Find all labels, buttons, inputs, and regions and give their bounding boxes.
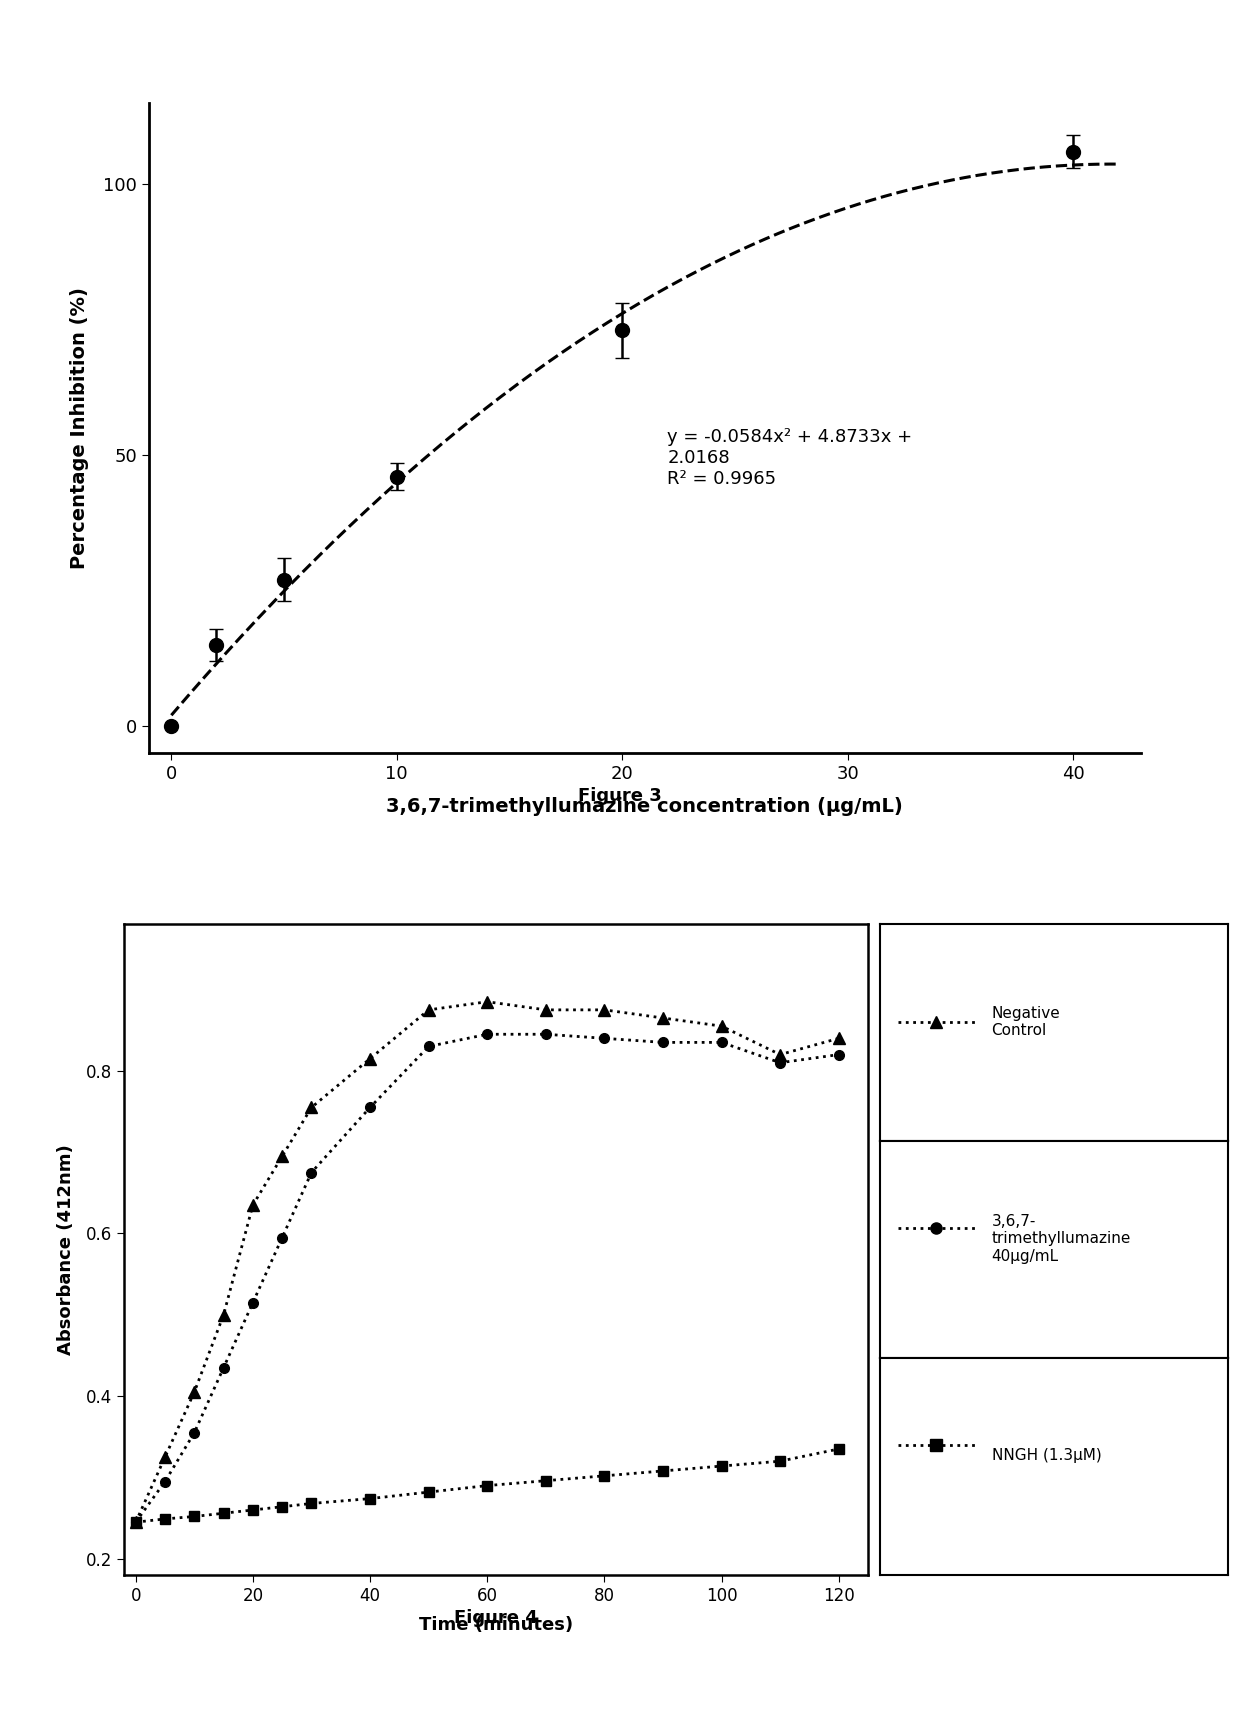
X-axis label: 3,6,7-trimethyllumazine concentration (μg/mL): 3,6,7-trimethyllumazine concentration (μ… bbox=[387, 798, 903, 817]
Text: 3,6,7-
trimethyllumazine
40μg/mL: 3,6,7- trimethyllumazine 40μg/mL bbox=[992, 1214, 1131, 1263]
Y-axis label: Percentage Inhibition (%): Percentage Inhibition (%) bbox=[71, 288, 89, 568]
Text: NNGH (1.3μM): NNGH (1.3μM) bbox=[992, 1448, 1101, 1464]
Text: Figure 3: Figure 3 bbox=[578, 788, 662, 805]
Text: Figure 4: Figure 4 bbox=[454, 1609, 538, 1626]
Text: Negative
Control: Negative Control bbox=[992, 1007, 1060, 1037]
Y-axis label: Absorbance (412nm): Absorbance (412nm) bbox=[57, 1144, 74, 1356]
X-axis label: Time (minutes): Time (minutes) bbox=[419, 1616, 573, 1633]
Text: y = -0.0584x² + 4.8733x +
2.0168
R² = 0.9965: y = -0.0584x² + 4.8733x + 2.0168 R² = 0.… bbox=[667, 428, 913, 488]
